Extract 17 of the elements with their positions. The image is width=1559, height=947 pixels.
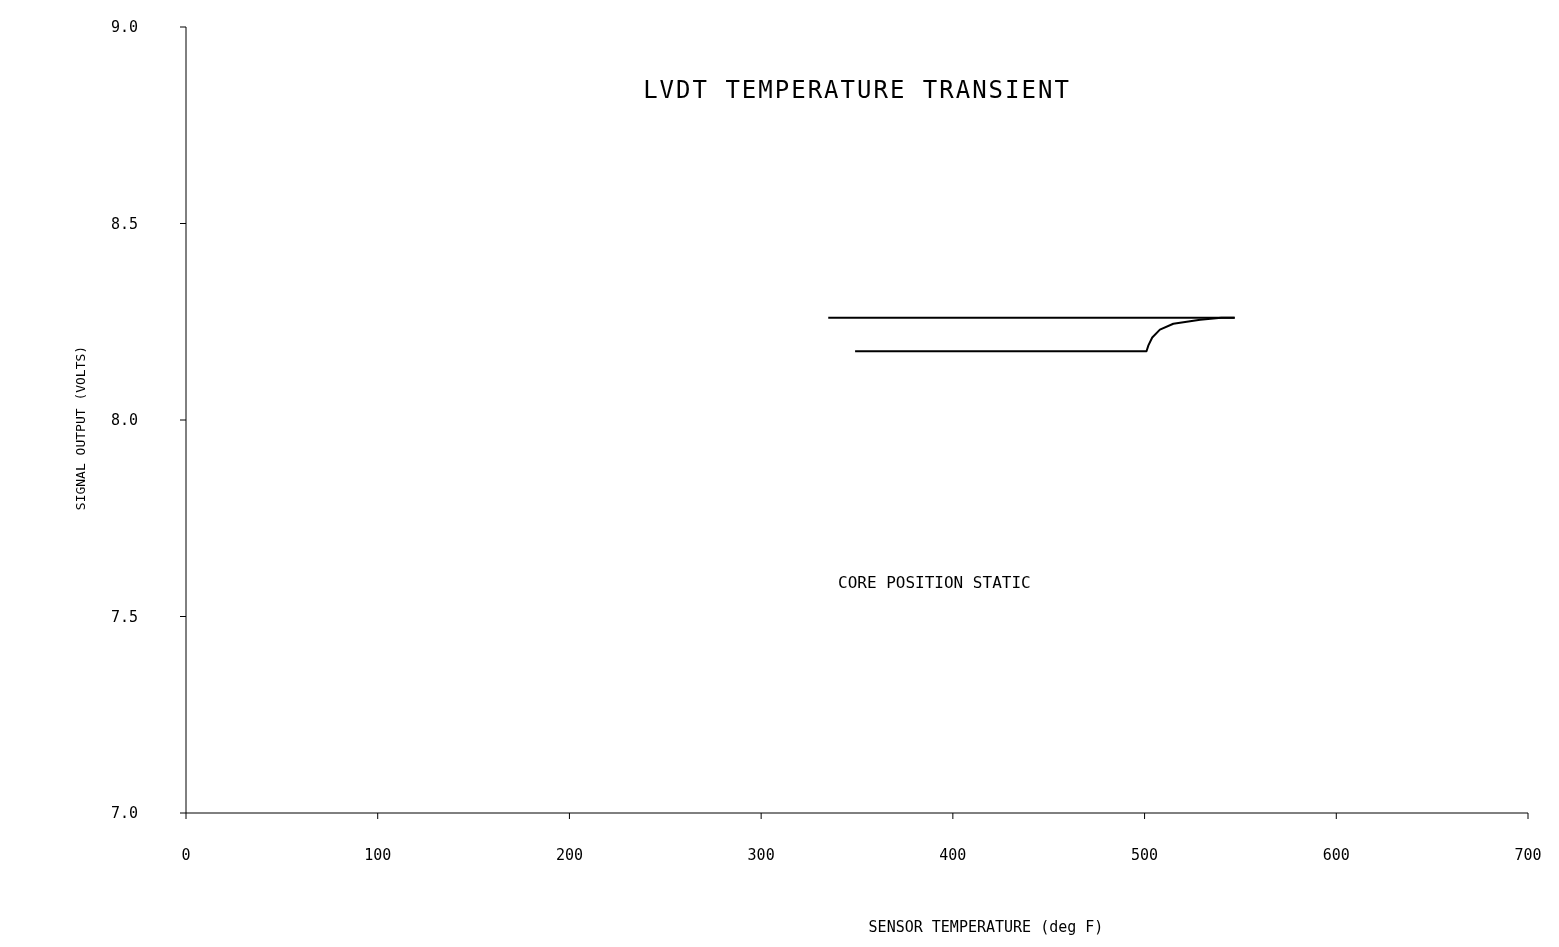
x-tick-label: 400 [939,845,967,864]
y-tick-label: 8.5 [110,214,138,233]
annotation: CORE POSITION STATIC [838,573,1031,592]
y-tick-label: 8.0 [110,411,138,430]
text: LVDT TEMPERATURE TRANSIENT [642,76,1072,104]
x-tick-label: 300 [747,845,775,864]
x-tick-label: 0 [181,845,191,864]
y-tick-label: 9.0 [110,18,138,37]
y-tick-label: 7.0 [110,804,138,823]
y-axis-title: SIGNAL OUTPUT (VOLTS) [72,345,88,511]
x-tick-label: 700 [1514,845,1542,864]
x-axis-title: SENSOR TEMPERATURE (deg F) [867,918,1105,936]
x-tick-label: 200 [555,845,583,864]
x-tick-label: 600 [1322,845,1350,864]
x-tick-label: 500 [1131,845,1159,864]
x-tick-label: 100 [364,845,392,864]
y-tick-label: 7.5 [110,607,138,626]
